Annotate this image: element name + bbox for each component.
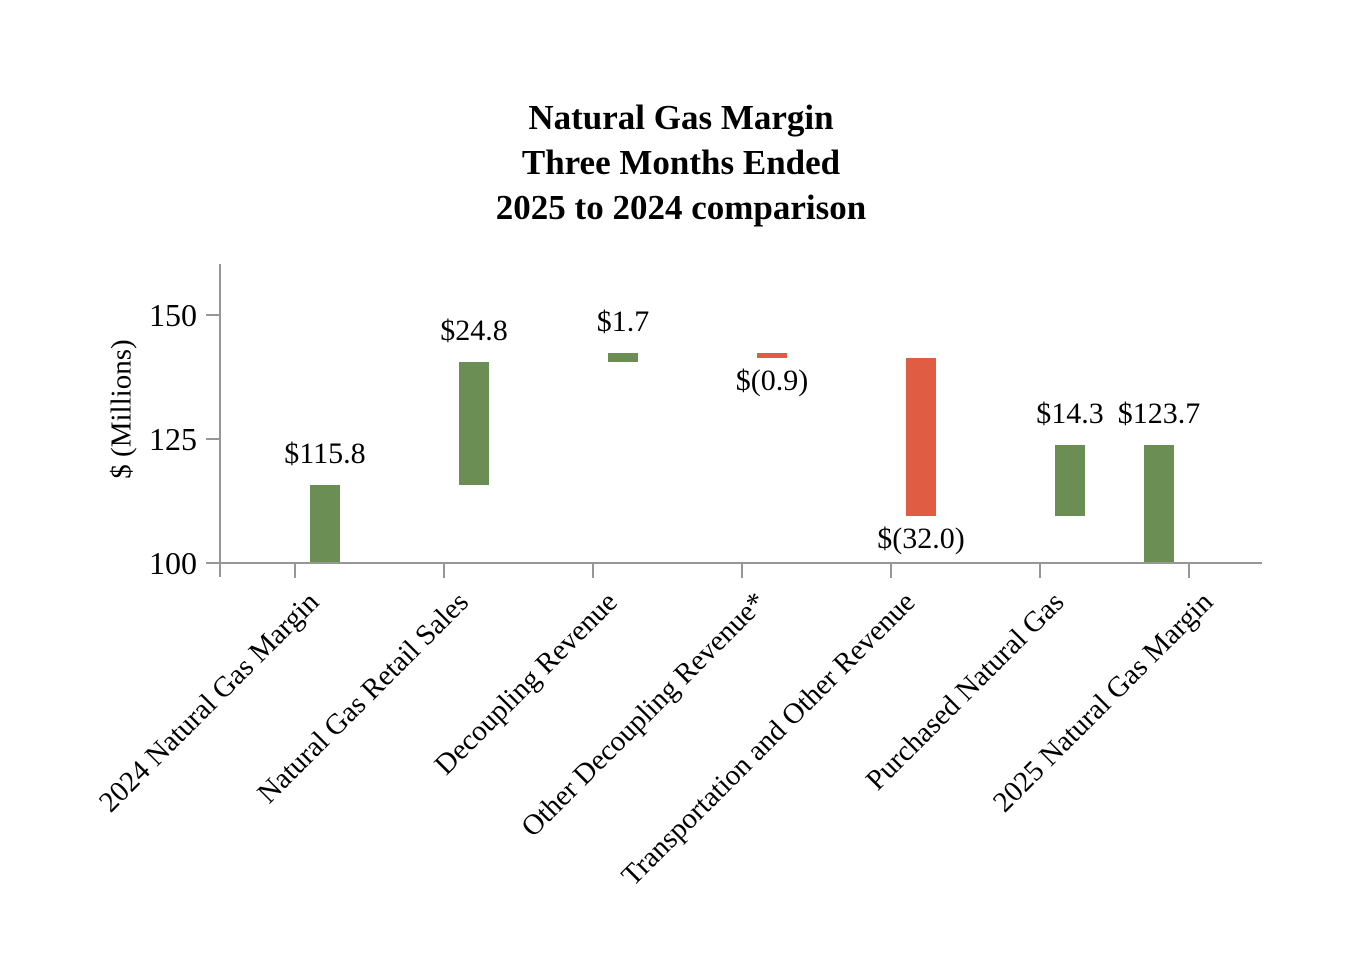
y-tick-label-100: 100 bbox=[149, 545, 197, 581]
category-label-other-decoupling-revenue: Other Decoupling Revenue* bbox=[515, 586, 773, 844]
bar-value-label-natural-gas-retail-sales: $24.8 bbox=[440, 313, 508, 347]
bar-value-label-2025-natural-gas-margin: $123.7 bbox=[1117, 397, 1201, 431]
y-axis-title: $ (Millions) bbox=[105, 339, 138, 479]
chart-title-line-2: Three Months Ended bbox=[521, 143, 841, 182]
y-tick-label-125: 125 bbox=[149, 421, 197, 457]
bar-value-label-transportation-and-other-revenue: $(32.0) bbox=[877, 522, 965, 556]
y-axis-line bbox=[219, 264, 221, 577]
x-axis-line bbox=[218, 562, 1262, 564]
bar-natural-gas-retail-sales bbox=[459, 361, 489, 485]
category-label-transportation-and-other-revenue: Transportation and Other Revenue bbox=[615, 586, 922, 893]
bar-2024-natural-gas-margin bbox=[310, 484, 340, 563]
chart-title-line-3: 2025 to 2024 comparison bbox=[495, 188, 867, 227]
chart-title-line-1: Natural Gas Margin bbox=[528, 98, 834, 137]
bar-transportation-and-other-revenue bbox=[906, 357, 936, 517]
x-tick-2024-natural-gas-margin bbox=[294, 564, 296, 578]
bar-value-label-purchased-natural-gas: $14.3 bbox=[1036, 397, 1104, 431]
x-tick-2025-natural-gas-margin bbox=[1188, 564, 1190, 578]
chart-title: Natural Gas Margin Three Months Ended 20… bbox=[0, 95, 1362, 230]
bar-value-label-2024-natural-gas-margin: $115.8 bbox=[284, 436, 366, 470]
bar-value-label-other-decoupling-revenue: $(0.9) bbox=[735, 363, 809, 397]
y-tick-100 bbox=[206, 562, 219, 564]
x-tick-other-decoupling-revenue bbox=[741, 564, 743, 578]
bar-2025-natural-gas-margin bbox=[1144, 445, 1174, 563]
y-tick-125 bbox=[206, 438, 219, 440]
x-tick-decoupling-revenue bbox=[592, 564, 594, 578]
bar-purchased-natural-gas bbox=[1055, 445, 1085, 517]
x-tick-natural-gas-retail-sales bbox=[443, 564, 445, 578]
bar-value-label-decoupling-revenue: $1.7 bbox=[596, 305, 650, 339]
x-tick-purchased-natural-gas bbox=[1039, 564, 1041, 578]
x-tick-transportation-and-other-revenue bbox=[890, 564, 892, 578]
y-tick-label-150: 150 bbox=[149, 297, 197, 333]
y-tick-150 bbox=[206, 314, 219, 316]
bar-decoupling-revenue bbox=[608, 353, 638, 362]
bar-other-decoupling-revenue bbox=[757, 353, 787, 358]
